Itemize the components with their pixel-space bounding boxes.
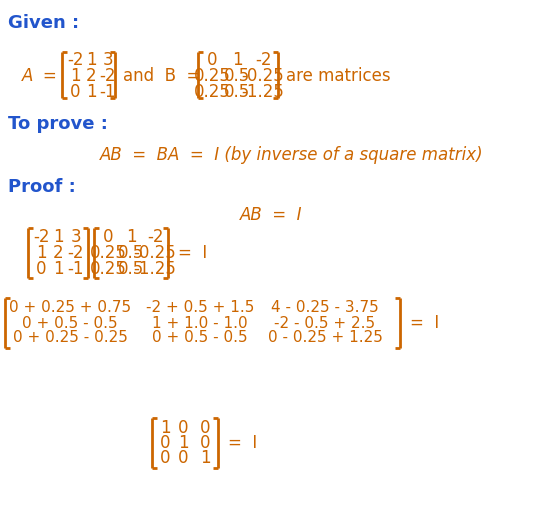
Text: 0.25: 0.25 xyxy=(89,244,126,262)
Text: =  I: = I xyxy=(178,244,207,262)
Text: 0.5: 0.5 xyxy=(118,244,144,262)
Text: 0: 0 xyxy=(70,83,80,101)
Text: 0: 0 xyxy=(103,228,113,246)
Text: 0 + 0.25 - 0.25: 0 + 0.25 - 0.25 xyxy=(12,331,127,346)
Text: =  I: = I xyxy=(228,434,257,452)
Text: 2: 2 xyxy=(86,67,96,85)
Text: -2: -2 xyxy=(33,228,49,246)
Text: 1: 1 xyxy=(53,260,63,278)
Text: To prove :: To prove : xyxy=(8,115,108,133)
Text: 0.5: 0.5 xyxy=(224,67,250,85)
Text: 0: 0 xyxy=(36,260,46,278)
Text: 1: 1 xyxy=(86,83,96,101)
Text: 0.25: 0.25 xyxy=(89,260,126,278)
Text: =  I: = I xyxy=(410,314,439,332)
Text: 0.5: 0.5 xyxy=(118,260,144,278)
Text: 1: 1 xyxy=(160,419,170,437)
Text: 1: 1 xyxy=(178,434,188,452)
Text: -1: -1 xyxy=(68,260,84,278)
Text: -2: -2 xyxy=(147,228,163,246)
Text: Proof :: Proof : xyxy=(8,178,76,196)
Text: -1.25: -1.25 xyxy=(133,260,177,278)
Text: 0: 0 xyxy=(207,51,217,69)
Text: 0 - 0.25 + 1.25: 0 - 0.25 + 1.25 xyxy=(268,331,383,346)
Text: -2: -2 xyxy=(67,51,83,69)
Text: 1: 1 xyxy=(231,51,242,69)
Text: 0: 0 xyxy=(160,449,170,467)
Text: -1.25: -1.25 xyxy=(242,83,285,101)
Text: -2 + 0.5 + 1.5: -2 + 0.5 + 1.5 xyxy=(146,300,254,315)
Text: -0.25: -0.25 xyxy=(242,67,285,85)
Text: 0.25: 0.25 xyxy=(193,83,230,101)
Text: 0: 0 xyxy=(178,449,188,467)
Text: -1: -1 xyxy=(100,83,116,101)
Text: 1: 1 xyxy=(199,449,210,467)
Text: 0: 0 xyxy=(160,434,170,452)
Text: -2 - 0.5 + 2.5: -2 - 0.5 + 2.5 xyxy=(274,315,376,331)
Text: 1: 1 xyxy=(126,228,136,246)
Text: A  =: A = xyxy=(22,67,58,85)
Text: 3: 3 xyxy=(102,51,113,69)
Text: 0 + 0.25 + 0.75: 0 + 0.25 + 0.75 xyxy=(9,300,131,315)
Text: -2: -2 xyxy=(100,67,116,85)
Text: -2: -2 xyxy=(255,51,271,69)
Text: 0: 0 xyxy=(200,434,210,452)
Text: Given :: Given : xyxy=(8,14,79,32)
Text: 0: 0 xyxy=(200,419,210,437)
Text: 1: 1 xyxy=(70,67,80,85)
Text: 3: 3 xyxy=(70,228,81,246)
Text: and  B  =: and B = xyxy=(123,67,201,85)
Text: -0.25: -0.25 xyxy=(134,244,176,262)
Text: 0.5: 0.5 xyxy=(224,83,250,101)
Text: -2: -2 xyxy=(68,244,84,262)
Text: 1 + 1.0 - 1.0: 1 + 1.0 - 1.0 xyxy=(152,315,248,331)
Text: 0 + 0.5 - 0.5: 0 + 0.5 - 0.5 xyxy=(152,331,248,346)
Text: AB  =  BA  =  I (by inverse of a square matrix): AB = BA = I (by inverse of a square matr… xyxy=(100,146,483,164)
Text: 1: 1 xyxy=(86,51,96,69)
Text: are matrices: are matrices xyxy=(286,67,391,85)
Text: 0 + 0.5 - 0.5: 0 + 0.5 - 0.5 xyxy=(22,315,118,331)
Text: 1: 1 xyxy=(53,228,63,246)
Text: 2: 2 xyxy=(53,244,63,262)
Text: 4 - 0.25 - 3.75: 4 - 0.25 - 3.75 xyxy=(271,300,379,315)
Text: 0: 0 xyxy=(178,419,188,437)
Text: AB  =  I: AB = I xyxy=(240,206,302,224)
Text: 1: 1 xyxy=(36,244,46,262)
Text: 0.25: 0.25 xyxy=(193,67,230,85)
